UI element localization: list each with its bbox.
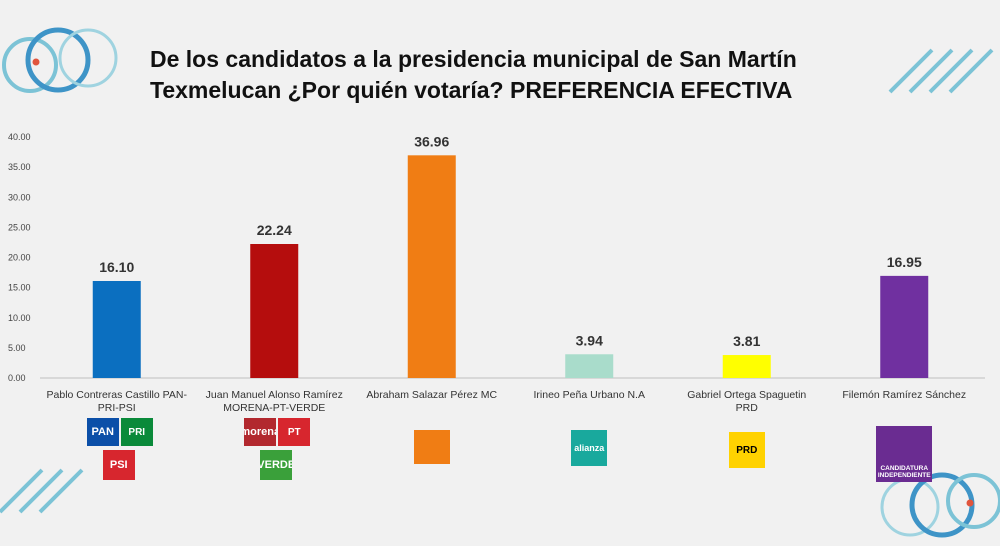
decorative-stripes-bottom-left (0, 468, 84, 514)
x-tick-label: Pablo Contreras Castillo PAN-PRI-PSI (47, 389, 188, 414)
y-tick-label: 30.00 (8, 192, 31, 202)
y-tick-label: 35.00 (8, 162, 31, 172)
data-label: 36.96 (414, 133, 449, 149)
x-tick-label: Filemón Ramírez Sánchez (842, 389, 966, 401)
bar (92, 280, 141, 378)
y-tick-label: 20.00 (8, 253, 31, 263)
data-label: 16.10 (99, 259, 134, 275)
chart-title: De los candidatos a la presidencia munic… (150, 44, 870, 106)
data-label: 16.95 (887, 254, 922, 270)
morena-logo: morena (244, 418, 277, 446)
pt-logo: PT (278, 418, 311, 446)
candidatura-independiente-logo: CANDIDATURA INDEPENDIENTE (876, 426, 933, 482)
x-tick-label: Irineo Peña Urbano N.A (534, 389, 645, 401)
prd-logo: PRD (728, 432, 765, 468)
y-tick-label: 15.00 (8, 283, 31, 293)
y-tick-label: 0.00 (8, 373, 26, 383)
pri-logo: PRI (120, 418, 153, 446)
decorative-stripes-top-right (888, 48, 994, 94)
x-tick-label: Gabriel Ortega Spaguetin PRD (687, 389, 806, 414)
y-tick-label: 40.00 (8, 132, 31, 142)
pan-logo: PAN (86, 418, 119, 446)
data-label: 22.24 (257, 222, 292, 238)
mc-logo (413, 430, 450, 464)
verde-logo: VERDE (260, 450, 293, 480)
bar (722, 355, 771, 378)
bar (565, 354, 614, 378)
nueva-alianza-logo: alianza (571, 430, 608, 466)
bar (880, 275, 929, 378)
y-tick-label: 5.00 (8, 343, 26, 353)
y-tick-label: 10.00 (8, 313, 31, 323)
y-tick-label: 25.00 (8, 222, 31, 232)
x-tick-label: Abraham Salazar Pérez MC (366, 389, 497, 401)
chart-title-line-1: De los candidatos a la presidencia munic… (150, 46, 797, 72)
x-tick-label: Juan Manuel Alonso Ramírez MORENA-PT-VERD… (206, 389, 343, 414)
data-label: 3.94 (576, 332, 603, 348)
bar (407, 155, 456, 378)
data-label: 3.81 (733, 333, 760, 349)
decorative-circles-top-left (2, 27, 118, 93)
bar (250, 244, 299, 378)
psi-logo: PSI (102, 450, 135, 480)
chart-title-line-2: Texmelucan ¿Por quién votaría? PREFERENC… (150, 77, 793, 103)
